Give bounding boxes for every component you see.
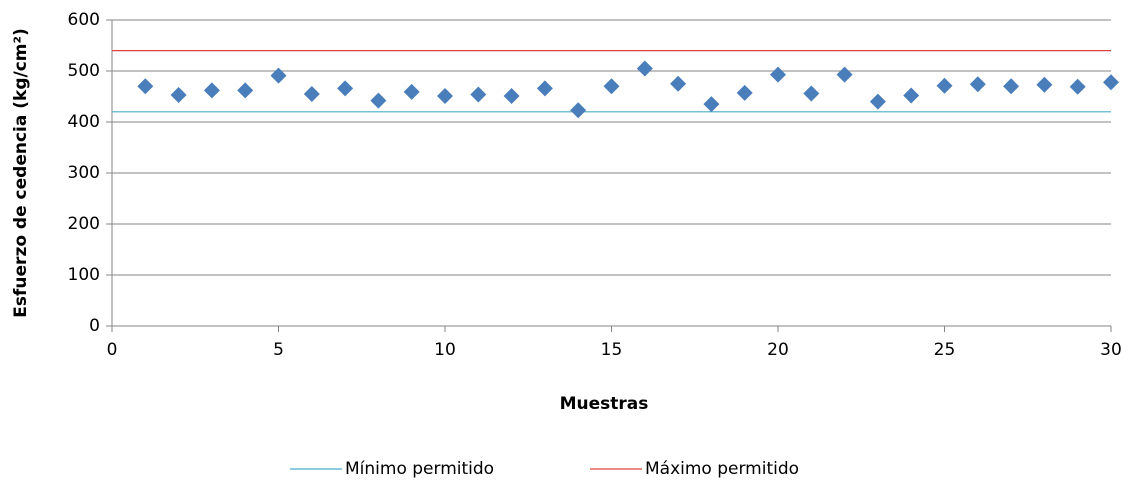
x-tick-label: 25 bbox=[934, 340, 956, 360]
x-tick-label: 20 bbox=[767, 340, 789, 360]
point bbox=[803, 85, 820, 102]
point bbox=[703, 96, 720, 113]
point bbox=[1103, 74, 1119, 91]
x-tick-label: 0 bbox=[107, 340, 118, 360]
y-tick-label: 300 bbox=[68, 163, 100, 183]
point bbox=[670, 75, 687, 92]
point bbox=[869, 93, 886, 110]
point bbox=[270, 67, 287, 84]
point bbox=[969, 76, 986, 93]
y-tick-label: 200 bbox=[68, 214, 100, 234]
x-axis-label: Muestras bbox=[560, 394, 649, 414]
y-tick-label: 500 bbox=[68, 61, 100, 81]
legend-label: Mínimo permitido bbox=[345, 459, 494, 479]
point bbox=[237, 82, 254, 99]
point bbox=[337, 80, 354, 97]
point bbox=[1036, 76, 1053, 93]
point bbox=[1069, 78, 1086, 95]
x-tick-label: 5 bbox=[273, 340, 284, 360]
point bbox=[936, 77, 953, 94]
y-axis-label: Esfuerzo de cedencia (kg/cm²) bbox=[11, 28, 31, 317]
legend-label: Máximo permitido bbox=[645, 459, 799, 479]
y-tick-label: 600 bbox=[68, 10, 100, 30]
point bbox=[170, 86, 187, 103]
point bbox=[1003, 78, 1020, 95]
y-tick-label: 0 bbox=[89, 316, 100, 336]
x-tick-label: 30 bbox=[1100, 340, 1122, 360]
point bbox=[403, 83, 420, 100]
point bbox=[536, 80, 553, 97]
point bbox=[736, 84, 753, 101]
x-tick-label: 15 bbox=[601, 340, 623, 360]
point bbox=[836, 66, 853, 83]
point bbox=[770, 66, 786, 83]
point bbox=[470, 86, 487, 103]
point bbox=[303, 85, 320, 102]
point bbox=[503, 87, 520, 104]
point bbox=[137, 78, 154, 95]
x-tick-label: 10 bbox=[434, 340, 456, 360]
y-tick-label: 100 bbox=[68, 265, 100, 285]
y-tick-label: 400 bbox=[68, 112, 100, 132]
point bbox=[437, 87, 453, 104]
point bbox=[903, 87, 920, 104]
point bbox=[603, 78, 620, 95]
point bbox=[570, 102, 587, 119]
point bbox=[370, 92, 387, 109]
point bbox=[636, 60, 653, 77]
point bbox=[203, 82, 220, 99]
